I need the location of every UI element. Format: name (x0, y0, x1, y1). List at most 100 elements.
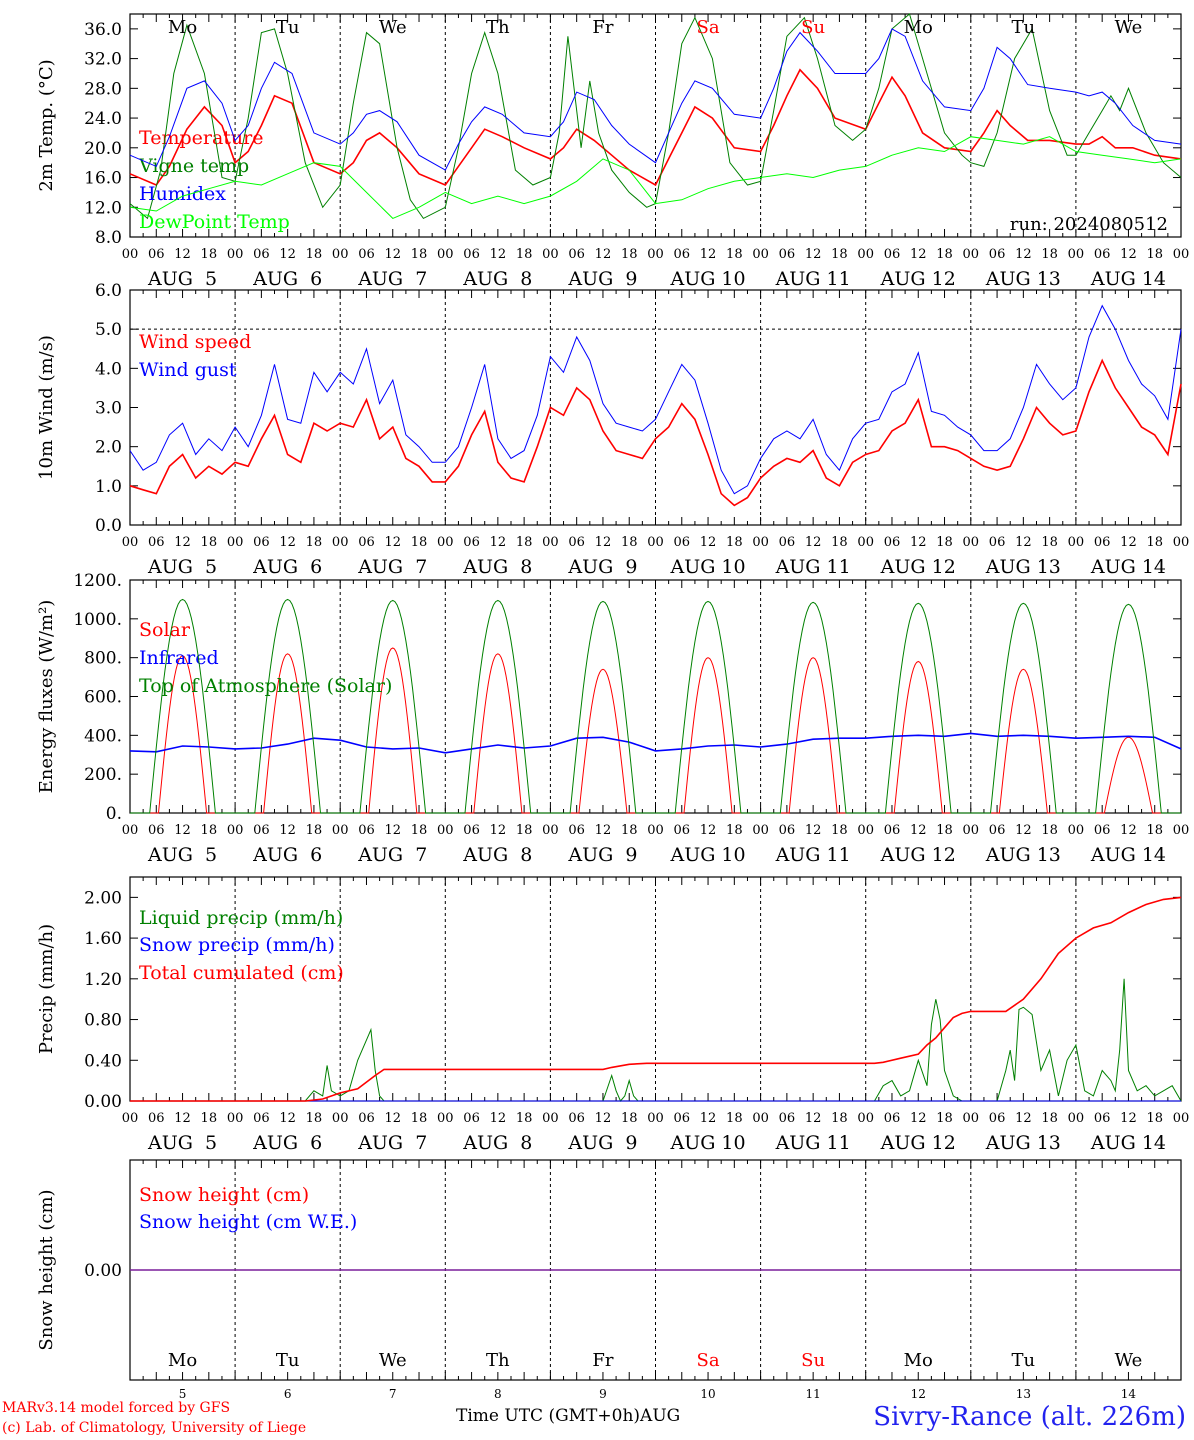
footer-time-axis: Time UTC (GMT+0h)AUG (456, 1406, 680, 1426)
date-label: AUG 14 (1090, 556, 1166, 578)
hour-label: 18 (201, 247, 218, 262)
hour-label: 12 (174, 1111, 191, 1126)
y-tick-label: 600. (84, 688, 122, 708)
y-axis-label: 10m Wind (m/s) (36, 335, 57, 480)
hour-label: 00 (437, 1111, 454, 1126)
hour-label: 18 (201, 1111, 218, 1126)
date-label: AUG 5 (147, 844, 217, 866)
hour-label: 06 (779, 823, 796, 838)
date-label: AUG 11 (775, 268, 851, 290)
hour-label: 12 (700, 535, 717, 550)
hour-label: 18 (936, 1111, 953, 1126)
hour-label: 00 (227, 823, 244, 838)
hour-label: 06 (989, 535, 1006, 550)
day-name-top: Mo (904, 17, 933, 38)
hour-label: 00 (963, 1111, 980, 1126)
hour-label: 12 (805, 1111, 822, 1126)
y-tick-label: 3.0 (95, 399, 122, 419)
legend-humidex: Humidex (139, 183, 226, 205)
hour-label: 12 (279, 823, 296, 838)
date-label: AUG 13 (985, 268, 1061, 290)
hour-label: 18 (726, 1111, 743, 1126)
hour-label: 00 (227, 247, 244, 262)
y-tick-label: 1.20 (84, 970, 122, 990)
day-name-bottom: We (379, 1350, 407, 1371)
hour-label: 12 (174, 535, 191, 550)
y-tick-label: 0.00 (84, 1092, 122, 1112)
hour-label: 06 (1094, 247, 1111, 262)
date-label: AUG 7 (357, 844, 427, 866)
hour-label: 06 (674, 247, 691, 262)
day-name-top: We (1115, 17, 1143, 38)
legend-infrared: Infrared (139, 647, 219, 669)
series-line-total-cumulated-cm- (130, 896, 1182, 1102)
hour-label: 18 (201, 535, 218, 550)
hour-label: 12 (1015, 823, 1032, 838)
hour-label: 18 (621, 1111, 638, 1126)
hour-label: 06 (358, 1111, 375, 1126)
hour-label: 06 (884, 247, 901, 262)
hour-label: 18 (831, 1111, 848, 1126)
day-name-top: Mo (168, 17, 197, 38)
legend-snow-height-cm-: Snow height (cm) (139, 1184, 309, 1206)
hour-label: 18 (411, 535, 428, 550)
hour-label: 00 (122, 535, 139, 550)
hour-label: 00 (227, 535, 244, 550)
hour-label: 00 (437, 823, 454, 838)
hour-label: 06 (253, 535, 270, 550)
hour-label: 00 (857, 823, 874, 838)
hour-label: 18 (306, 247, 323, 262)
panel-wind: 0.0 1.0 2.0 3.0 4.0 5.0 6.0 10m Wind (m/s) Wind … (36, 281, 1189, 578)
date-label: AUG 9 (567, 844, 637, 866)
date-label: AUG 13 (985, 1132, 1061, 1154)
hour-label: 18 (516, 1111, 533, 1126)
y-axis-label: Snow height (cm) (36, 1189, 57, 1350)
hour-label: 06 (1094, 535, 1111, 550)
day-number: 11 (806, 1387, 821, 1401)
hour-label: 18 (936, 247, 953, 262)
hour-label: 06 (1094, 1111, 1111, 1126)
hour-label: 12 (805, 247, 822, 262)
date-label: AUG 12 (880, 268, 956, 290)
hour-label: 00 (647, 535, 664, 550)
y-tick-label: 0.80 (84, 1011, 122, 1031)
hour-label: 18 (306, 1111, 323, 1126)
hour-label: 18 (831, 247, 848, 262)
hour-label: 00 (963, 247, 980, 262)
hour-label: 00 (332, 247, 349, 262)
hour-label: 18 (621, 823, 638, 838)
series-line-wind-gust (129, 304, 1182, 495)
date-label: AUG 12 (880, 556, 956, 578)
hour-label: 06 (674, 823, 691, 838)
day-name-bottom: We (1115, 1350, 1143, 1371)
hour-label: 12 (384, 247, 401, 262)
hour-label: 00 (542, 247, 559, 262)
day-number: 14 (1121, 1387, 1137, 1401)
hour-label: 12 (910, 1111, 927, 1126)
hour-label: 12 (910, 247, 927, 262)
day-name-top: Tu (1012, 17, 1036, 38)
month-label: AUG (640, 1406, 681, 1426)
hour-label: 12 (910, 823, 927, 838)
y-tick-label: 4.0 (95, 359, 122, 379)
date-label: AUG 7 (357, 556, 427, 578)
legend-solar: Solar (139, 619, 191, 641)
hour-label: 12 (595, 1111, 612, 1126)
date-label: AUG 8 (462, 1132, 532, 1154)
hour-label: 12 (700, 823, 717, 838)
hour-label: 06 (568, 1111, 585, 1126)
hour-label: 06 (148, 535, 165, 550)
date-label: AUG 6 (252, 844, 322, 866)
y-tick-label: 28.0 (84, 79, 122, 99)
hour-label-end: 00 (1173, 1111, 1190, 1126)
day-number: 9 (599, 1387, 607, 1401)
day-name-top: Fr (592, 17, 613, 38)
day-name-bottom: Mo (904, 1350, 933, 1371)
y-axis-label: 2m Temp. (°C) (36, 59, 57, 191)
date-label: AUG 9 (567, 556, 637, 578)
hour-label: 00 (857, 1111, 874, 1126)
hour-label: 00 (963, 535, 980, 550)
hour-label: 00 (752, 823, 769, 838)
date-label: AUG 11 (775, 844, 851, 866)
panel-precip: 0.00 0.40 0.80 1.20 1.60 2.00 Precip (mm/h) Liq… (36, 876, 1190, 1154)
